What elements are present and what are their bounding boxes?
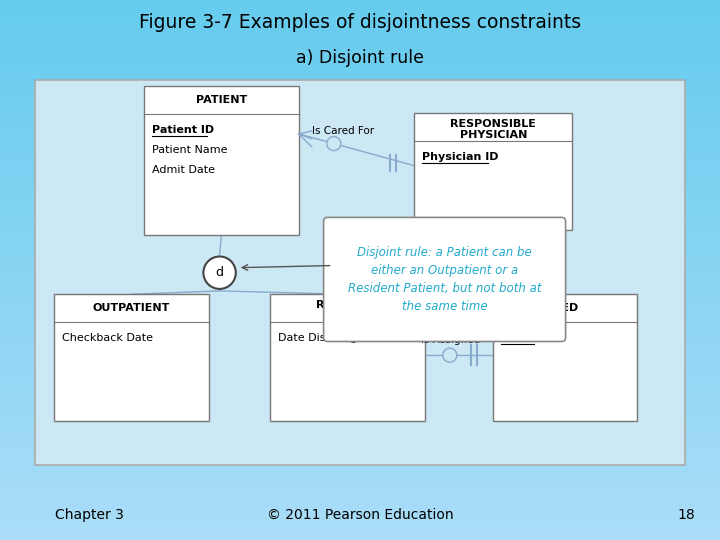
Text: Physician ID: Physician ID: [422, 152, 498, 163]
Circle shape: [327, 137, 341, 151]
Text: Date Discharged: Date Discharged: [278, 333, 371, 343]
Text: Is Assigned: Is Assigned: [421, 335, 480, 345]
Text: BED: BED: [552, 303, 578, 313]
FancyBboxPatch shape: [323, 218, 566, 341]
Text: PATIENT: PATIENT: [196, 96, 247, 105]
FancyBboxPatch shape: [144, 86, 299, 235]
FancyBboxPatch shape: [493, 294, 637, 421]
Text: RESIDENT
PATIENT: RESIDENT PATIENT: [316, 300, 379, 321]
Text: OUTPATIENT: OUTPATIENT: [93, 303, 170, 313]
FancyBboxPatch shape: [270, 294, 425, 421]
Text: a) Disjoint rule: a) Disjoint rule: [296, 49, 424, 67]
Text: Patient Name: Patient Name: [152, 145, 228, 156]
Text: Is Cared For: Is Cared For: [312, 126, 374, 136]
Circle shape: [204, 256, 236, 289]
Text: Disjoint rule: a Patient can be
either an Outpatient or a
Resident Patient, but : Disjoint rule: a Patient can be either a…: [348, 246, 541, 313]
Text: Chapter 3: Chapter 3: [55, 508, 124, 522]
FancyBboxPatch shape: [54, 294, 209, 421]
Text: d: d: [215, 266, 224, 279]
Text: Figure 3-7 Examples of disjointness constraints: Figure 3-7 Examples of disjointness cons…: [139, 12, 581, 31]
Text: Checkback Date: Checkback Date: [62, 333, 153, 343]
Text: 18: 18: [678, 508, 695, 522]
Text: Admit Date: Admit Date: [152, 165, 215, 176]
Text: Patient ID: Patient ID: [152, 125, 214, 136]
FancyBboxPatch shape: [35, 80, 685, 465]
Circle shape: [443, 348, 456, 362]
Text: © 2011 Pearson Education: © 2011 Pearson Education: [266, 508, 454, 522]
FancyBboxPatch shape: [414, 113, 572, 230]
Text: RESPONSIBLE
PHYSICIAN: RESPONSIBLE PHYSICIAN: [450, 119, 536, 140]
Text: Bed ID: Bed ID: [501, 333, 542, 343]
